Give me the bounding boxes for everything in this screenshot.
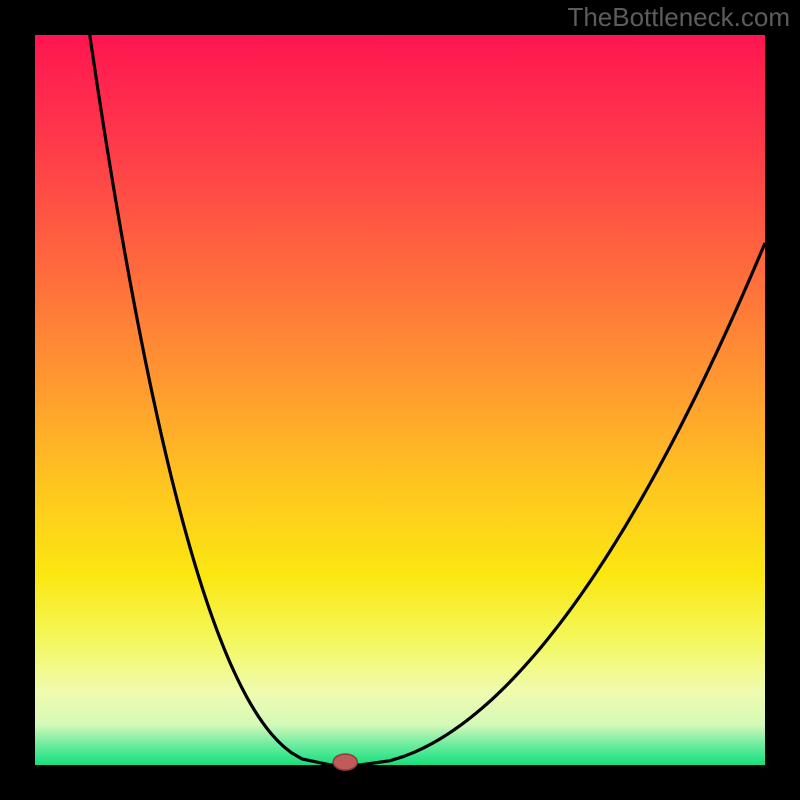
optimal-marker [333, 754, 357, 770]
plot-background [35, 35, 765, 765]
watermark-text: TheBottleneck.com [567, 2, 790, 33]
chart-root: TheBottleneck.com [0, 0, 800, 800]
chart-svg [0, 0, 800, 800]
